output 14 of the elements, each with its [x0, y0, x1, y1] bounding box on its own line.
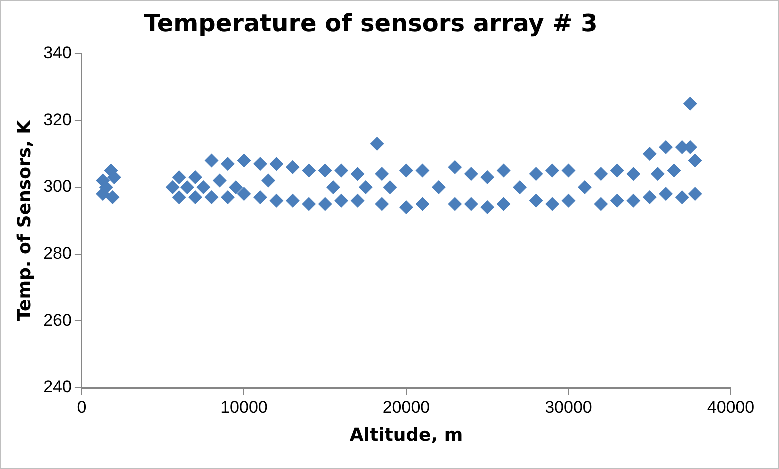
x-tick-label: 10000	[220, 398, 268, 417]
y-tick-label: 240	[44, 378, 72, 397]
y-tick-label: 320	[44, 110, 72, 130]
y-tick-label: 300	[44, 177, 72, 196]
x-tick-label: 40000	[707, 398, 755, 417]
y-tick-label: 340	[44, 43, 72, 62]
x-tick-label: 0	[77, 398, 87, 417]
x-tick-label: 30000	[545, 398, 592, 417]
chart-title: Temperature of sensors array # 3	[144, 10, 598, 38]
y-axis-title: Temp. of Sensors, K	[14, 119, 36, 322]
y-tick-label: 280	[44, 244, 72, 264]
x-tick-label: 20000	[382, 398, 430, 417]
x-axis-title: Altitude, m	[350, 424, 464, 446]
y-tick-label: 260	[44, 310, 72, 330]
